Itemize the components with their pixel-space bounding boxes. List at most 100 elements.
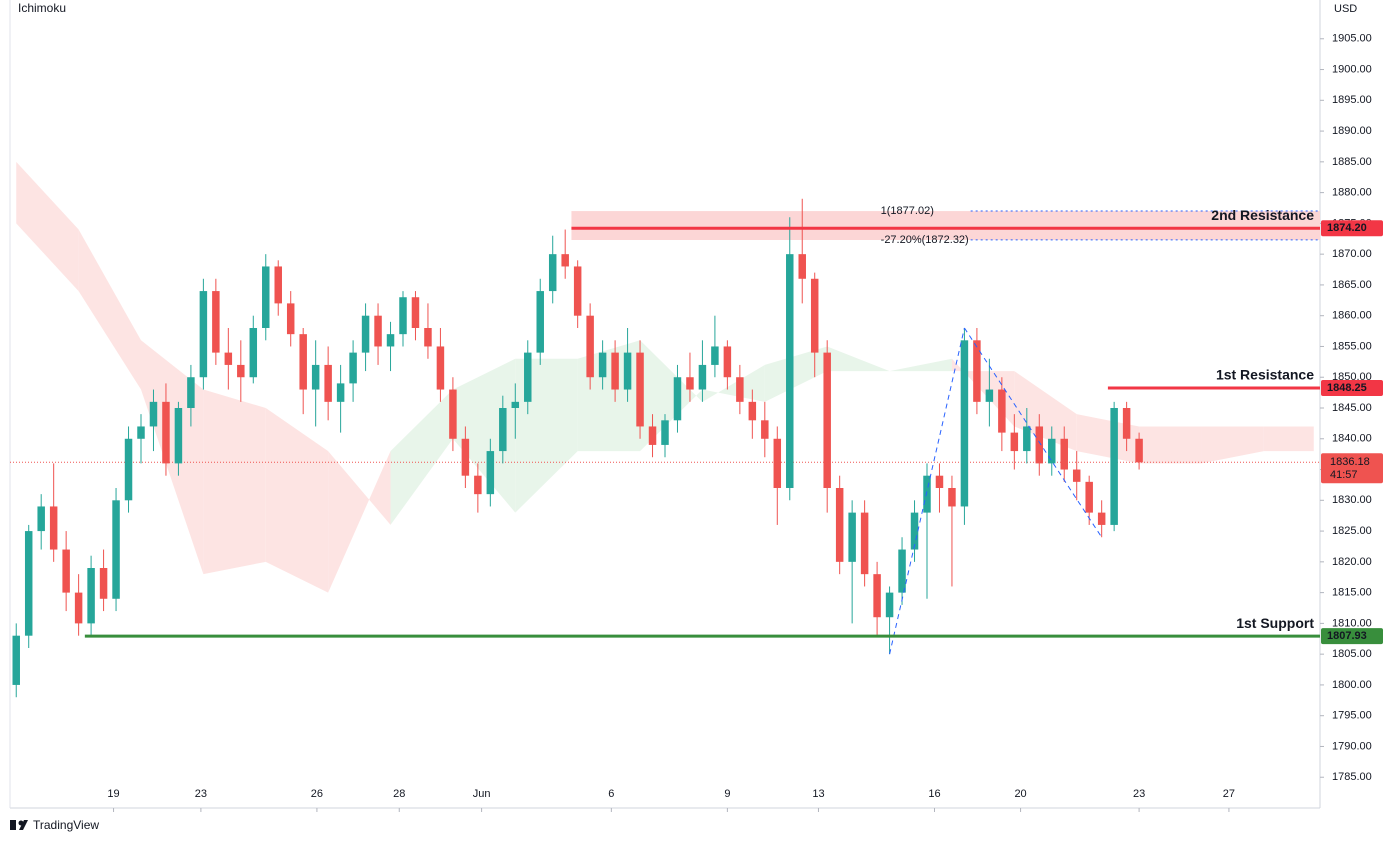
candle-body bbox=[773, 438, 782, 488]
candle-body bbox=[748, 401, 757, 421]
pattern-line bbox=[889, 327, 965, 655]
candle-body bbox=[810, 278, 819, 353]
x-tick-label: 26 bbox=[311, 788, 323, 800]
candle-body bbox=[548, 254, 557, 292]
candle-body bbox=[910, 512, 919, 550]
candle-body bbox=[1072, 469, 1081, 482]
y-tick-label: 1785.00 bbox=[1332, 771, 1372, 783]
candle-body bbox=[673, 377, 682, 421]
y-tick-label: 1860.00 bbox=[1332, 310, 1372, 322]
candle-body bbox=[87, 568, 95, 624]
x-tick-label: 20 bbox=[1014, 788, 1026, 800]
ichimoku-cloud bbox=[702, 364, 765, 402]
candle-body bbox=[37, 506, 45, 532]
level-tag bbox=[1321, 220, 1383, 237]
candle-body bbox=[698, 364, 707, 390]
candle-body bbox=[399, 297, 407, 335]
candle-body bbox=[424, 328, 432, 347]
candle-body bbox=[436, 346, 445, 390]
candle-body bbox=[311, 364, 320, 390]
ichimoku-cloud bbox=[1263, 426, 1314, 452]
candle-body bbox=[1135, 438, 1143, 463]
x-tick-label: 9 bbox=[724, 788, 730, 800]
fib-label: 1(1877.02) bbox=[881, 205, 934, 217]
ichimoku-cloud bbox=[1139, 426, 1202, 464]
ichimoku-cloud bbox=[390, 389, 453, 525]
candle-body bbox=[411, 297, 420, 328]
level-name: 1st Support bbox=[1236, 615, 1314, 631]
candle-body bbox=[24, 531, 33, 636]
level-value-label: 1807.93 bbox=[1327, 630, 1367, 642]
candle-body bbox=[374, 315, 382, 347]
x-tick-label: 16 bbox=[928, 788, 940, 800]
candle-body bbox=[224, 352, 233, 365]
candle-body bbox=[661, 420, 669, 445]
level-tag bbox=[1321, 380, 1383, 396]
candle-body bbox=[873, 574, 881, 618]
fib-label: -27.20%(1872.32) bbox=[881, 234, 969, 246]
y-tick-label: 1845.00 bbox=[1332, 402, 1372, 414]
candle-body bbox=[798, 254, 806, 279]
ichimoku-cloud bbox=[265, 408, 329, 593]
candle-body bbox=[1097, 512, 1106, 525]
candle-body bbox=[187, 377, 195, 408]
brand: TradingView bbox=[33, 818, 99, 832]
candle-body bbox=[848, 512, 856, 562]
candle-body bbox=[511, 401, 520, 408]
y-tick-label: 1805.00 bbox=[1332, 648, 1372, 660]
candle-body bbox=[885, 592, 894, 618]
candle-body bbox=[1122, 408, 1131, 439]
candle-body bbox=[1010, 432, 1019, 452]
ichimoku-cloud bbox=[640, 340, 703, 452]
y-tick-label: 1865.00 bbox=[1332, 279, 1372, 291]
candle-body bbox=[711, 346, 719, 365]
candle-body bbox=[1110, 408, 1118, 525]
y-tick-label: 1790.00 bbox=[1332, 740, 1372, 752]
candle-body bbox=[286, 303, 295, 335]
candle-body bbox=[573, 266, 582, 316]
x-tick-label: 27 bbox=[1223, 788, 1235, 800]
candle-body bbox=[361, 315, 370, 353]
y-tick-label: 1905.00 bbox=[1332, 33, 1372, 45]
countdown: 41:57 bbox=[1330, 469, 1358, 481]
y-tick-label: 1870.00 bbox=[1332, 248, 1372, 260]
y-tick-label: 1800.00 bbox=[1332, 679, 1372, 691]
candle-body bbox=[449, 389, 457, 439]
candle-body bbox=[474, 475, 482, 495]
candle-body bbox=[324, 364, 332, 402]
candle-body bbox=[99, 568, 108, 599]
x-tick-label: 13 bbox=[812, 788, 824, 800]
candle-body bbox=[1060, 438, 1068, 470]
candle-body bbox=[249, 328, 258, 378]
candle-body bbox=[648, 426, 657, 445]
y-axis-label: USD bbox=[1334, 3, 1357, 15]
y-tick-label: 1880.00 bbox=[1332, 187, 1372, 199]
candle-body bbox=[835, 488, 844, 562]
candle-body bbox=[898, 549, 906, 593]
candle-body bbox=[12, 635, 20, 685]
candle-body bbox=[786, 254, 794, 488]
candle-body bbox=[1023, 426, 1031, 452]
candle-body bbox=[386, 334, 395, 347]
candle-body bbox=[62, 549, 70, 593]
ichimoku-cloud bbox=[764, 346, 828, 402]
candle-body bbox=[761, 420, 769, 439]
y-tick-label: 1885.00 bbox=[1332, 156, 1372, 168]
x-tick-label: Jun bbox=[473, 788, 491, 800]
candle-body bbox=[274, 266, 282, 304]
ichimoku-cloud bbox=[889, 358, 952, 372]
last-price-tag bbox=[1321, 453, 1383, 484]
candle-body bbox=[486, 451, 495, 495]
resistance-zone bbox=[571, 211, 1320, 240]
candle-body bbox=[960, 340, 969, 507]
y-tick-label: 1810.00 bbox=[1332, 617, 1372, 629]
candle-body bbox=[623, 352, 632, 390]
candle-body bbox=[935, 475, 944, 488]
level-value-label: 1874.20 bbox=[1327, 222, 1367, 234]
candle-body bbox=[137, 426, 145, 439]
ichimoku-cloud bbox=[328, 451, 391, 593]
ichimoku-cloud bbox=[203, 389, 266, 575]
candle-body bbox=[985, 389, 994, 402]
candle-body bbox=[561, 254, 569, 267]
